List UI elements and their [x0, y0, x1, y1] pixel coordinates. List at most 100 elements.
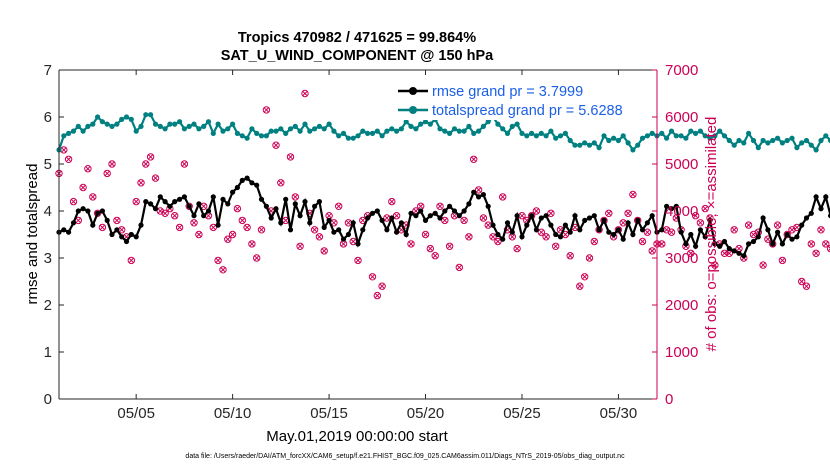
- totalspread-point: [172, 121, 178, 127]
- obs-possible-marker: [310, 226, 319, 234]
- obs-assimilated-marker: [644, 229, 651, 235]
- rmse-point: [553, 231, 559, 238]
- totalspread-point: [794, 145, 800, 151]
- obs-assimilated-marker: [85, 165, 91, 172]
- rmse-point: [548, 222, 554, 228]
- x-tick-label: 05/20: [407, 405, 445, 422]
- obs-possible-marker: [600, 216, 608, 225]
- obs-assimilated-marker: [485, 222, 491, 228]
- rmse-point: [273, 206, 279, 212]
- rmse-point: [215, 222, 221, 228]
- obs-possible-marker: [79, 183, 87, 192]
- totalspread-point: [95, 114, 101, 120]
- obs-assimilated-marker: [639, 238, 646, 245]
- rmse-point: [480, 192, 486, 198]
- obs-possible-marker: [773, 221, 782, 229]
- totalspread-point: [355, 133, 361, 139]
- rmse-point: [321, 224, 327, 230]
- obs-possible-marker: [744, 221, 753, 229]
- obs-possible-marker: [392, 212, 401, 220]
- totalspread-point: [157, 123, 163, 129]
- rmse-point: [297, 213, 303, 219]
- rmse-point: [668, 206, 675, 212]
- rmse-point: [302, 199, 308, 205]
- obs-possible-marker: [243, 223, 251, 232]
- obs-possible-marker: [335, 202, 343, 211]
- obs-assimilated-marker: [572, 224, 578, 231]
- obs-assimilated-marker: [760, 262, 766, 268]
- totalspread-point: [688, 128, 694, 134]
- obs-possible-marker: [320, 247, 328, 255]
- totalspread-point: [678, 133, 684, 139]
- rmse-point: [639, 227, 646, 233]
- obs-possible-marker: [783, 230, 791, 239]
- obs-assimilated-marker: [461, 217, 467, 224]
- totalspread-point: [403, 119, 409, 125]
- rmse-point: [794, 234, 800, 240]
- totalspread-point: [340, 130, 347, 136]
- y-tick-label-left: 5: [44, 156, 52, 173]
- totalspread-point: [143, 112, 149, 118]
- obs-assimilated-marker: [499, 194, 506, 200]
- obs-possible-marker: [658, 240, 666, 248]
- rmse-point: [567, 229, 573, 235]
- obs-possible-marker: [175, 223, 184, 232]
- obs-assimilated-marker: [533, 208, 540, 214]
- obs-assimilated-marker: [442, 217, 448, 224]
- obs-assimilated-marker: [239, 217, 246, 224]
- obs-assimilated-marker: [75, 217, 82, 224]
- totalspread-point: [808, 142, 814, 148]
- totalspread-point: [418, 121, 424, 127]
- totalspread-point: [191, 121, 197, 127]
- obs-assimilated-marker: [625, 210, 631, 217]
- rmse-point: [615, 227, 622, 233]
- obs-assimilated-marker: [808, 241, 815, 247]
- obs-possible-marker: [566, 252, 574, 260]
- totalspread-point: [562, 130, 569, 136]
- obs-possible-marker: [494, 237, 502, 246]
- obs-assimilated-marker: [731, 227, 737, 233]
- rmse-point: [504, 220, 511, 226]
- rmse-point: [254, 182, 260, 188]
- rmse-point: [225, 201, 231, 207]
- totalspread-point: [799, 140, 805, 146]
- obs-possible-marker: [262, 106, 271, 114]
- rmse-point: [99, 208, 105, 214]
- obs-assimilated-marker: [297, 243, 303, 250]
- rmse-point: [688, 231, 694, 238]
- y-tick-label-right: 7000: [665, 62, 698, 79]
- rmse-point: [355, 241, 361, 247]
- rmse-point: [152, 206, 159, 212]
- obs-possible-marker: [798, 277, 806, 286]
- totalspread-point: [186, 123, 192, 129]
- totalspread-point: [755, 145, 761, 151]
- rmse-point: [673, 203, 679, 209]
- obs-possible-marker: [108, 160, 116, 168]
- obs-possible-marker: [388, 197, 396, 206]
- totalspread-point: [697, 128, 704, 134]
- obs-possible-marker: [301, 89, 309, 98]
- rmse-point: [157, 194, 163, 200]
- obs-possible-marker: [228, 230, 237, 239]
- rmse-point: [577, 227, 583, 233]
- totalspread-point: [196, 126, 202, 132]
- obs-assimilated-marker: [147, 154, 154, 160]
- totalspread-point: [635, 142, 641, 148]
- obs-assimilated-marker: [384, 215, 390, 221]
- obs-possible-marker: [180, 160, 189, 168]
- totalspread-point: [731, 142, 737, 148]
- rmse-point: [466, 201, 472, 207]
- obs-possible-marker: [84, 165, 92, 173]
- rmse-point: [95, 210, 101, 216]
- obs-assimilated-marker: [567, 252, 573, 259]
- obs-assimilated-marker: [774, 222, 781, 228]
- obs-possible-marker: [465, 233, 473, 241]
- rmse-point: [104, 217, 110, 223]
- obs-assimilated-marker: [659, 241, 665, 247]
- obs-possible-marker: [720, 249, 729, 258]
- obs-possible-marker: [532, 207, 541, 215]
- obs-possible-marker: [643, 228, 652, 236]
- totalspread-point: [818, 137, 824, 144]
- rmse-point: [244, 175, 250, 181]
- obs-possible-marker: [638, 237, 647, 246]
